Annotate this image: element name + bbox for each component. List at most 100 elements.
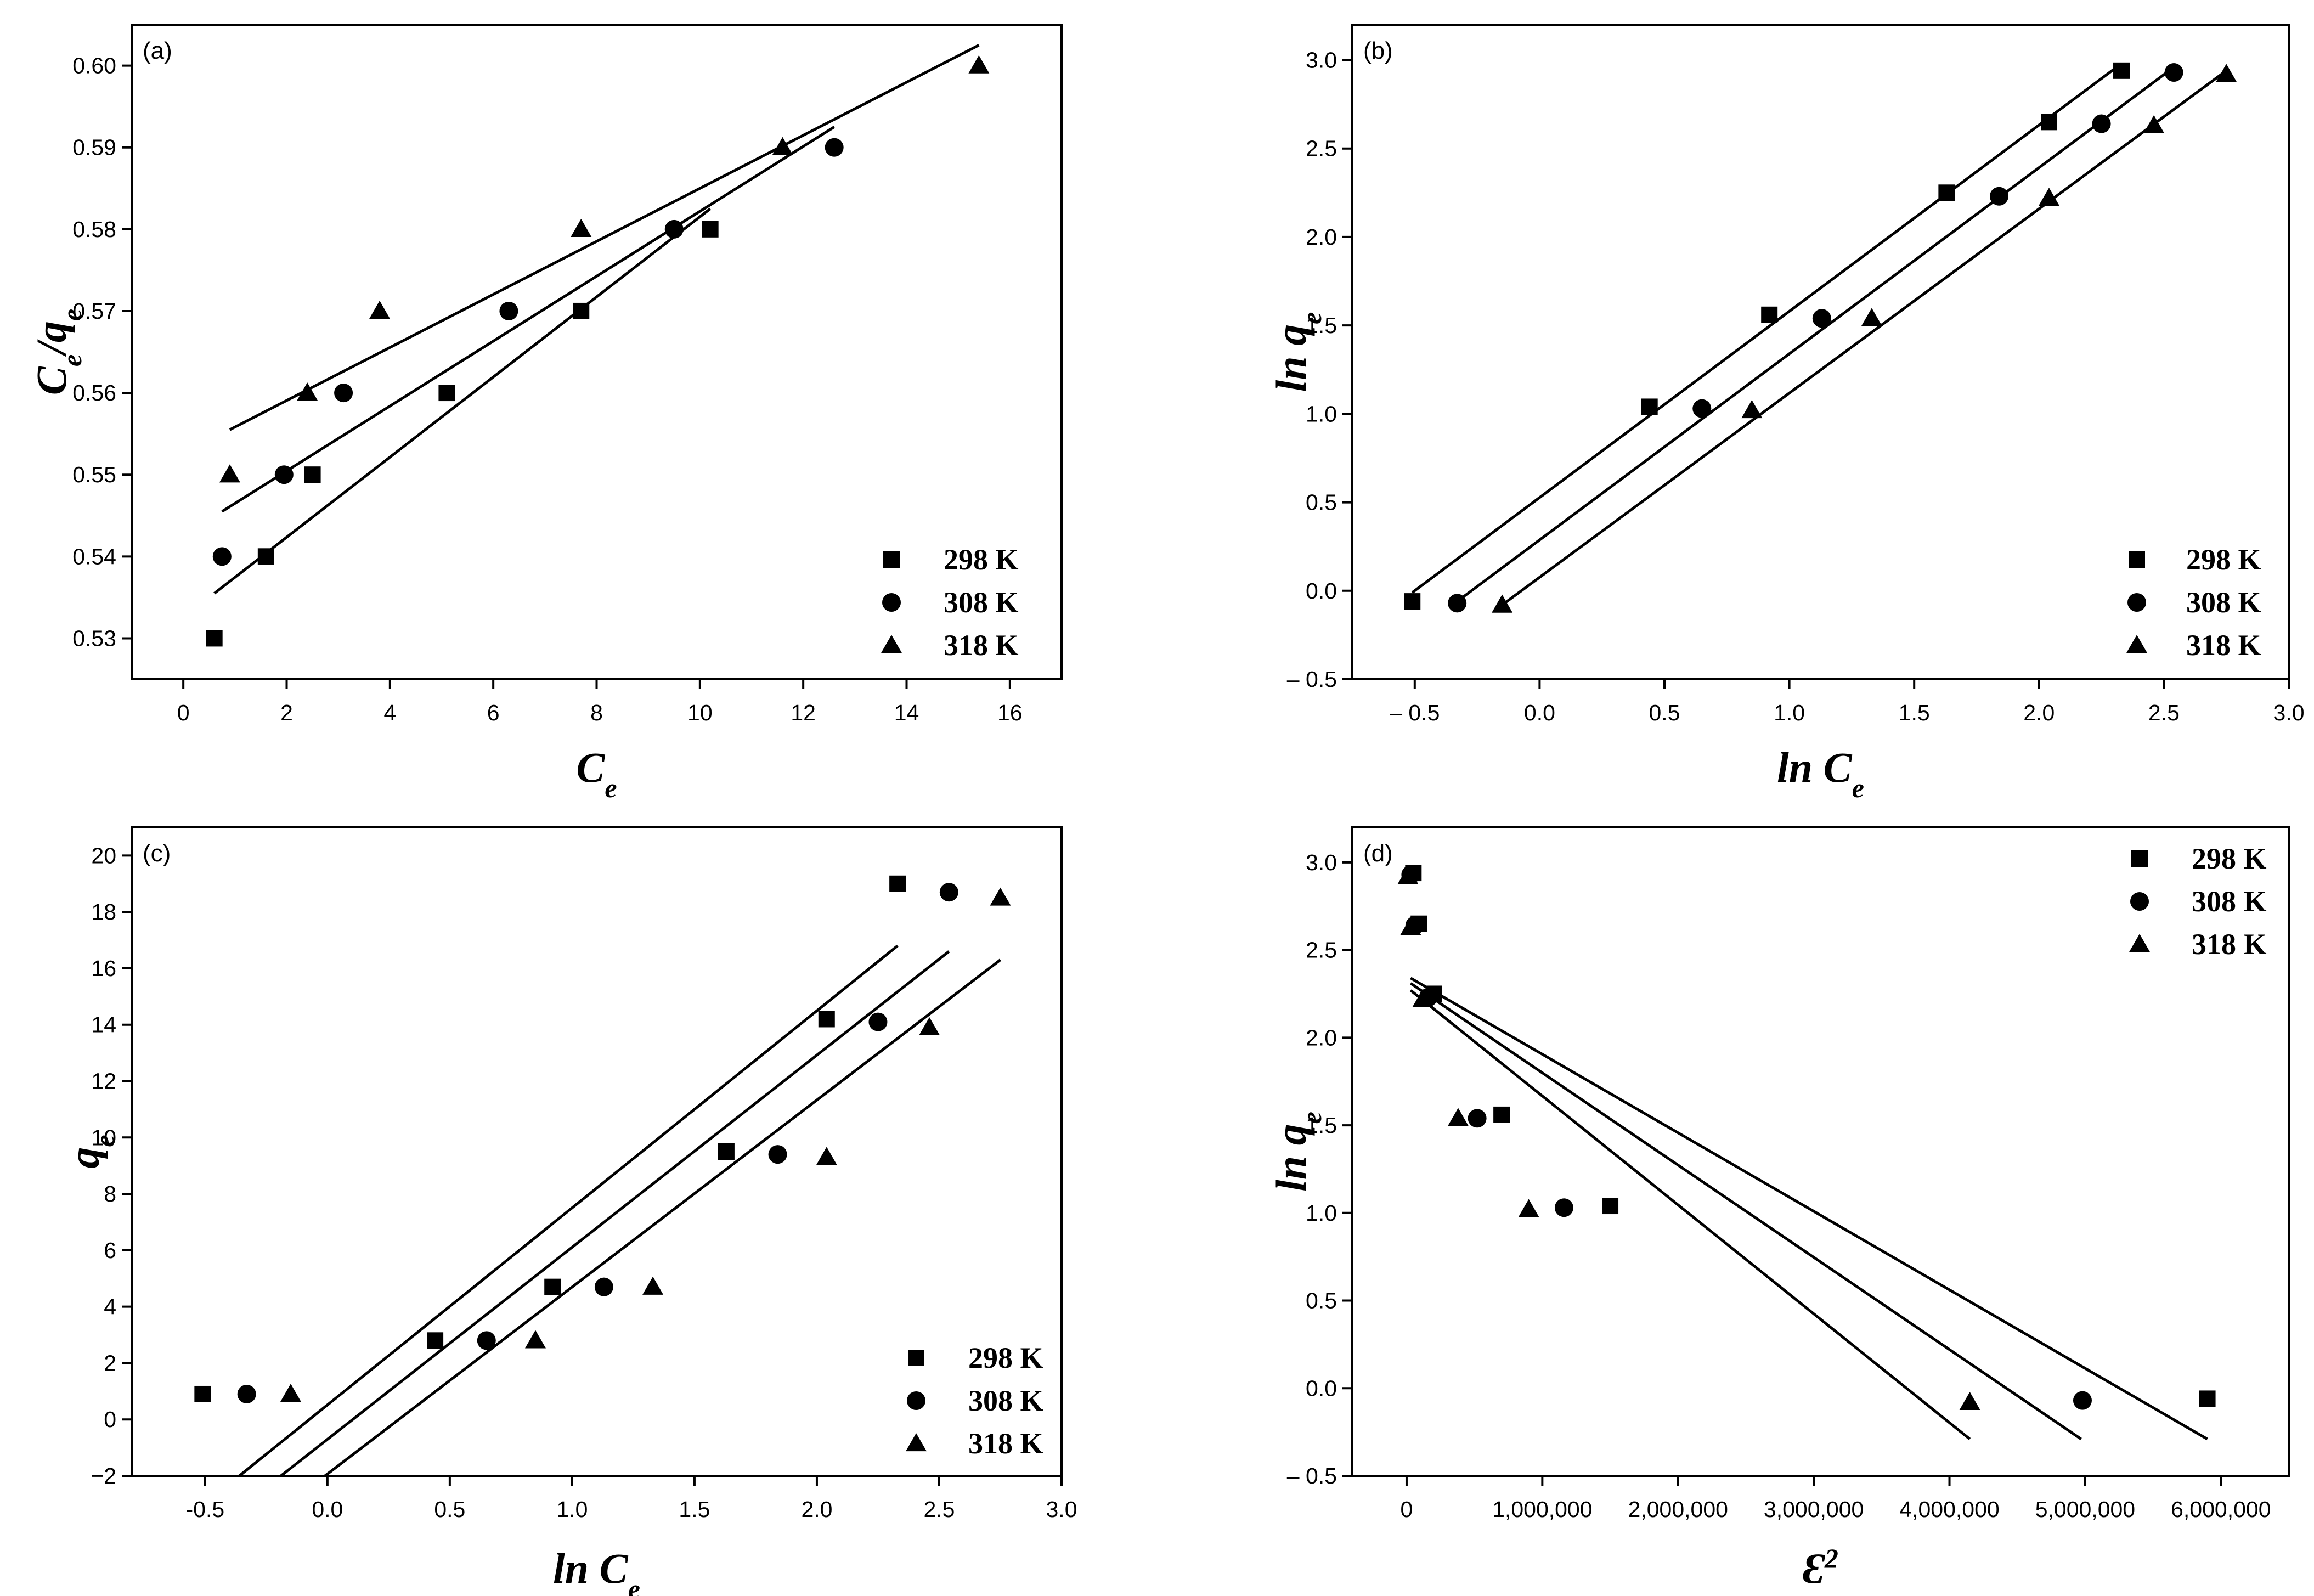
- x-tick-label: 6,000,000: [2171, 1497, 2271, 1522]
- y-tick-label: 16: [91, 956, 116, 981]
- y-tick-label: 1.0: [1306, 1200, 1337, 1226]
- x-tick-label: 16: [997, 700, 1023, 725]
- data-point-318-k: [1741, 400, 1763, 419]
- y-tick-label: 2: [104, 1350, 116, 1375]
- y-tick-label: 3.0: [1306, 850, 1337, 875]
- data-point-318-k: [816, 1147, 837, 1165]
- fit-line-308-k: [1409, 982, 2082, 1440]
- legend-label: 318 K: [2192, 928, 2267, 961]
- y-tick-label: 0: [104, 1407, 116, 1432]
- y-tick-label: 2.0: [1306, 224, 1337, 250]
- y-axis-title: ln qe: [1267, 1112, 1327, 1192]
- data-point-298-k: [194, 1385, 211, 1402]
- x-tick-label: -0.5: [185, 1497, 224, 1522]
- y-tick-label: – 0.5: [1287, 1463, 1337, 1488]
- data-point-318-k: [990, 887, 1011, 906]
- data-point-298-k: [818, 1011, 835, 1028]
- data-point-308-k: [1692, 399, 1712, 418]
- data-point-308-k: [477, 1331, 496, 1350]
- plot-frame: [131, 24, 1063, 680]
- data-point-298-k: [718, 1143, 735, 1160]
- data-point-298-k: [1938, 184, 1955, 201]
- fit-line-298-k: [1410, 977, 2208, 1441]
- data-point-318-k: [2143, 115, 2165, 133]
- y-tick-label: 3.0: [1306, 47, 1337, 72]
- data-point-308-k: [1554, 1198, 1573, 1217]
- y-tick-label: 0.53: [72, 625, 116, 651]
- data-point-308-k: [499, 301, 518, 320]
- y-tick-label: 12: [91, 1069, 116, 1094]
- panel-label: (a): [143, 37, 172, 64]
- x-tick-label: 0.0: [312, 1497, 343, 1522]
- data-point-308-k: [2164, 63, 2183, 82]
- y-tick-label: 14: [91, 1012, 116, 1037]
- data-point-318-k: [1400, 917, 1421, 935]
- data-point-308-k: [594, 1277, 613, 1296]
- data-point-318-k: [1518, 1199, 1539, 1217]
- fit-line-318-k: [229, 44, 980, 431]
- data-point-318-k: [642, 1276, 664, 1295]
- legend-marker-triangle: [881, 635, 902, 653]
- x-axis-title: ln Ce: [1777, 743, 1864, 803]
- y-tick-label: 0.5: [1306, 490, 1337, 515]
- data-point-318-k: [1447, 1108, 1469, 1126]
- data-point-298-k: [1761, 306, 1778, 323]
- x-axis-title: Ce: [576, 743, 617, 803]
- data-point-318-k: [1397, 866, 1419, 884]
- data-point-298-k: [702, 221, 719, 238]
- data-point-318-k: [919, 1017, 940, 1036]
- x-tick-label: 2,000,000: [1628, 1497, 1728, 1522]
- legend-label: 318 K: [944, 629, 1019, 662]
- y-tick-label: 0.0: [1306, 1375, 1337, 1401]
- data-point-308-k: [825, 138, 844, 157]
- data-point-298-k: [438, 385, 455, 402]
- data-point-308-k: [212, 547, 232, 566]
- x-tick-label: 1.5: [1899, 700, 1930, 725]
- fit-line-318-k: [1501, 69, 2227, 606]
- x-tick-label: 1,000,000: [1492, 1497, 1592, 1522]
- x-tick-label: 0.0: [1524, 700, 1555, 725]
- plot-frame: [1351, 826, 2290, 1477]
- legend-label: 308 K: [2192, 885, 2267, 918]
- data-point-308-k: [664, 219, 684, 239]
- fit-line-308-k: [1456, 66, 2175, 603]
- data-point-298-k: [889, 875, 906, 892]
- y-tick-label: 0.57: [72, 298, 116, 324]
- data-point-308-k: [2092, 114, 2111, 133]
- data-point-308-k: [1448, 594, 1467, 613]
- data-point-298-k: [1641, 398, 1658, 415]
- y-tick-label: 8: [104, 1181, 116, 1206]
- y-tick-label: 2.5: [1306, 136, 1337, 161]
- fit-line-298-k: [1411, 62, 2123, 594]
- x-tick-label: 2.5: [2148, 700, 2180, 725]
- x-tick-label: 0: [177, 700, 190, 725]
- x-tick-label: 8: [590, 700, 603, 725]
- x-tick-label: 10: [687, 700, 713, 725]
- y-tick-label: 0.60: [72, 53, 116, 78]
- panel-b-chart: – 0.5 0.0 0.5 1.0 1.5 2.0 2.5 3.0 – 0.5 0.0 0.5 1.0…: [1267, 24, 2305, 803]
- x-tick-label: 4,000,000: [1899, 1497, 1999, 1522]
- fit-line-298-k: [238, 944, 899, 1477]
- data-point-298-k: [1493, 1106, 1510, 1123]
- data-point-298-k: [2199, 1390, 2216, 1407]
- y-tick-label: 1.0: [1306, 401, 1337, 426]
- x-tick-label: 3.0: [1046, 1497, 1077, 1522]
- legend-label: 298 K: [944, 543, 1019, 576]
- data-point-308-k: [868, 1012, 888, 1031]
- data-point-298-k: [2113, 62, 2130, 79]
- x-tick-label: 3,000,000: [1764, 1497, 1864, 1522]
- legend-marker-circle: [2130, 892, 2149, 911]
- panel-label: (b): [1363, 37, 1393, 64]
- y-tick-label: 2.0: [1306, 1025, 1337, 1050]
- data-point-318-k: [280, 1384, 301, 1402]
- y-tick-label: 20: [91, 843, 116, 868]
- x-tick-label: 3.0: [2273, 700, 2305, 725]
- y-tick-label: 0.0: [1306, 578, 1337, 604]
- y-tick-label: 0.55: [72, 462, 116, 487]
- legend-label: 308 K: [2186, 586, 2261, 619]
- legend-label: 318 K: [968, 1427, 1043, 1460]
- y-tick-label: 0.59: [72, 135, 116, 160]
- y-tick-label: 0.56: [72, 380, 116, 405]
- data-point-298-k: [1602, 1198, 1619, 1215]
- panel-label: (d): [1363, 840, 1393, 867]
